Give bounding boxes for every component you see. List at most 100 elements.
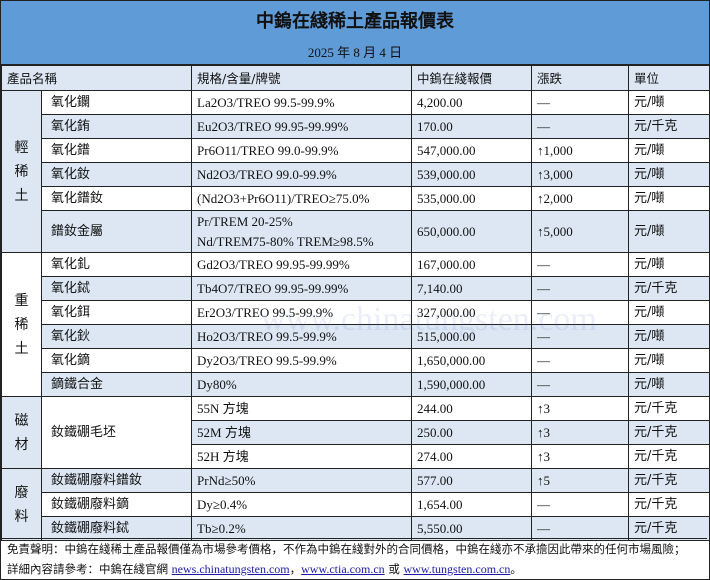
table-row: 氧化鐠釹 (Nd2O3+Pr6O11)/TREO≥75.0% 535,000.00 ↑…	[2, 186, 710, 211]
price-cell: 244.00	[411, 396, 533, 421]
product-name: 鐠釹金屬	[40, 210, 193, 253]
table-row: 氧化鐠 Pr6O11/TREO 99.0-99.9% 547,000.00 ↑1,00…	[2, 138, 710, 163]
separator: 或	[384, 562, 404, 576]
header-unit: 單位	[628, 65, 710, 91]
change-cell: ↑3,000	[531, 162, 630, 187]
date: 2025 年 8 月 4 日	[1, 41, 709, 65]
price-cell: 167,000.00	[411, 252, 533, 277]
product-name: 氧化鏑	[40, 348, 193, 373]
separator: ，	[289, 562, 302, 576]
product-name: 氧化鐠釹	[40, 186, 193, 211]
price-cell: 650,000.00	[411, 210, 533, 253]
product-name: 氧化鋱	[40, 276, 193, 301]
header-change: 漲跌	[531, 65, 630, 91]
spec-cell: Dy80%	[191, 372, 413, 397]
price-cell: 250.00	[411, 420, 533, 445]
table-row: 磁材 釹鐵硼毛坯 55N 方塊 244.00 ↑3 元/千克	[1, 396, 710, 469]
table-row: 52M 方塊 250.00 ↑3 元/千克	[2, 420, 710, 445]
link-ctia[interactable]: www.ctia.com.cn	[301, 562, 385, 576]
change-cell: ↑1,000	[531, 138, 630, 163]
price-cell: 577.00	[411, 468, 533, 493]
change-cell: —	[531, 252, 630, 277]
table-row: 氧化鏑 Dy2O3/TREO 99.5-99.9% 1,650,000.00— 元/噸	[2, 348, 710, 373]
disclaimer: 免責聲明：中鎢在綫稀土產品報價僅為市場參考價格，不作為中鎢在綫對外的合同價格，中…	[1, 538, 707, 579]
spec-cell: Eu2O3/TREO 99.95-99.99%	[191, 114, 413, 139]
unit-cell: 元/千克	[628, 396, 710, 421]
change-cell: —	[531, 300, 630, 325]
unit-cell: 元/千克	[628, 492, 710, 517]
product-name: 鏑鐵合金	[40, 372, 193, 397]
group-magnet: 磁材	[1, 396, 42, 469]
group-label: 廢料	[14, 484, 29, 525]
group-label: 重稀土	[14, 292, 29, 357]
unit-cell: 元/噸	[628, 300, 710, 325]
table-row: 鏑鐵合金 Dy80% 1,590,000.00— 元/噸	[2, 372, 710, 397]
unit-cell: 元/噸	[628, 138, 710, 163]
change-cell: —	[531, 348, 630, 373]
table-row: 廢料 釹鐵硼廢料鐠釹 PrNd≥50% 577.00 ↑5 元/千克	[1, 468, 710, 541]
spec-cell: (Nd2O3+Pr6O11)/TREO≥75.0%	[191, 186, 413, 211]
table-row: 重稀土 氧化釓 Gd2O3/TREO 99.95-99.99% 167,000.00—…	[1, 252, 710, 397]
price-cell: 539,000.00	[411, 162, 533, 187]
price-cell: 547,000.00	[411, 138, 533, 163]
link-tungsten[interactable]: www.tungsten.com.cn	[403, 562, 511, 576]
spec-cell: La2O3/TREO 99.5-99.9%	[191, 90, 413, 115]
unit-cell: 元/千克	[628, 468, 710, 493]
price-cell: 5,550.00	[411, 516, 533, 541]
unit-cell: 元/噸	[628, 372, 710, 397]
price-cell: 7,140.00	[411, 276, 533, 301]
change-cell: —	[531, 324, 630, 349]
spec-cell: 55N 方塊	[191, 396, 413, 421]
unit-cell: 元/噸	[628, 324, 710, 349]
spec-cell: Tb≥0.2%	[191, 516, 413, 541]
table-row: 氧化鋱 Tb4O7/TREO 99.95-99.99% 7,140.00— 元/千克	[2, 276, 710, 301]
unit-cell: 元/千克	[628, 516, 710, 541]
product-name: 氧化釹	[40, 162, 193, 187]
product-name: 氧化鐠	[40, 138, 193, 163]
header-spec: 規格/含量/牌號	[191, 65, 413, 91]
change-cell: ↑3	[531, 444, 630, 469]
product-name: 氧化釓	[40, 252, 193, 277]
spec-cell: Tb4O7/TREO 99.95-99.99%	[191, 276, 413, 301]
change-cell: —	[531, 276, 630, 301]
unit-cell: 元/千克	[628, 276, 710, 301]
reference-line: 詳細內容請參考：中鎢在綫官網 news.chinatungsten.com，ww…	[7, 559, 707, 579]
change-cell: ↑3	[531, 420, 630, 445]
spec-cell: Er2O3/TREO 99.5-99.9%	[191, 300, 413, 325]
spec-cell: Dy≥0.4%	[191, 492, 413, 517]
price-cell: 274.00	[411, 444, 533, 469]
table-header: 產品名稱 規格/含量/牌號 中鎢在綫報價 漲跌 單位	[0, 65, 710, 91]
link-news-chinatungsten[interactable]: news.chinatungsten.com	[171, 562, 290, 576]
unit-cell: 元/噸	[628, 210, 710, 253]
change-cell: ↑2,000	[531, 186, 630, 211]
price-cell: 1,654.00	[411, 492, 533, 517]
group-label: 磁材	[14, 412, 29, 453]
table-row: 鐠釹金屬 Pr/TREM 20-25% Nd/TREM75-80% TREM≥98.…	[2, 210, 710, 253]
table-row: 釹鐵硼廢料鋱 Tb≥0.2% 5,550.00— 元/千克	[2, 516, 710, 541]
price-cell: 1,650,000.00	[411, 348, 533, 373]
spec-cell: Nd2O3/TREO 99.0-99.9%	[191, 162, 413, 187]
spec-cell: 52H 方塊	[191, 444, 413, 469]
unit-cell: 元/千克	[628, 444, 710, 469]
price-cell: 515,000.00	[411, 324, 533, 349]
price-cell: 4,200.00	[411, 90, 533, 115]
change-cell: ↑3	[531, 396, 630, 421]
price-table: 產品名稱 規格/含量/牌號 中鎢在綫報價 漲跌 單位 輕稀土 氧化鑭 La2O3/T…	[0, 65, 710, 541]
change-cell: —	[531, 372, 630, 397]
group-light: 輕稀土	[1, 90, 42, 253]
price-cell: 535,000.00	[411, 186, 533, 211]
reference-prefix: 詳細內容請參考：中鎢在綫官網	[7, 562, 172, 576]
header-name: 產品名稱	[0, 65, 193, 91]
table-row: 釹鐵硼廢料鏑 Dy≥0.4% 1,654.00— 元/千克	[2, 492, 710, 517]
change-cell: —	[531, 516, 630, 541]
unit-cell: 元/噸	[628, 186, 710, 211]
product-name: 氧化鈥	[40, 324, 193, 349]
product-name: 釹鐵硼廢料鏑	[40, 492, 193, 517]
unit-cell: 元/噸	[628, 90, 710, 115]
group-label: 輕稀土	[14, 139, 29, 204]
unit-cell: 元/噸	[628, 348, 710, 373]
change-cell: —	[531, 492, 630, 517]
spec-line: Pr/TREM 20-25%	[197, 213, 293, 229]
product-name: 氧化鉺	[40, 300, 193, 325]
